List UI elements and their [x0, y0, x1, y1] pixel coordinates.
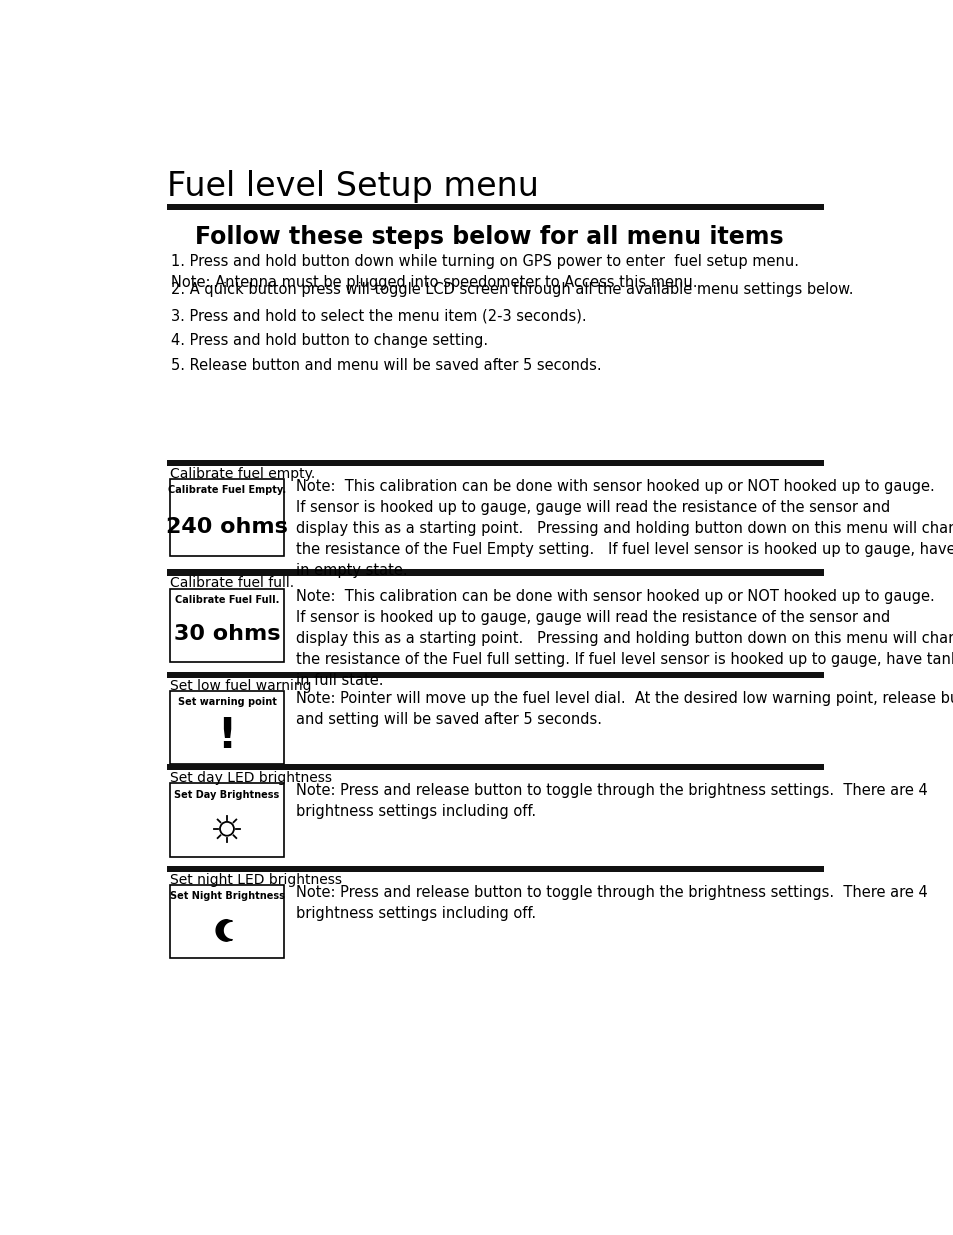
Text: Calibrate fuel empty.: Calibrate fuel empty. — [170, 467, 314, 480]
Text: 3. Press and hold to select the menu item (2-3 seconds).: 3. Press and hold to select the menu ite… — [171, 309, 586, 324]
Bar — [170, 885, 284, 958]
Text: Note: Press and release button to toggle through the brightness settings.  There: Note: Press and release button to toggle… — [295, 783, 926, 820]
Bar — [167, 672, 823, 678]
Text: 1. Press and hold button down while turning on GPS power to enter  fuel setup me: 1. Press and hold button down while turn… — [171, 254, 799, 290]
Text: Calibrate Fuel Empty.: Calibrate Fuel Empty. — [168, 485, 286, 495]
Text: Note:  This calibration can be done with sensor hooked up or NOT hooked up to ga: Note: This calibration can be done with … — [295, 589, 953, 688]
Text: Set Day Brightness: Set Day Brightness — [174, 789, 279, 799]
Text: 30 ohms: 30 ohms — [173, 624, 280, 643]
Text: Fuel level Setup menu: Fuel level Setup menu — [167, 169, 538, 203]
Bar — [170, 479, 284, 556]
Text: 240 ohms: 240 ohms — [166, 517, 288, 537]
Text: Calibrate Fuel Full.: Calibrate Fuel Full. — [174, 595, 279, 605]
Bar — [167, 461, 823, 466]
Text: 2. A quick button press will toggle LCD screen through all the available menu se: 2. A quick button press will toggle LCD … — [171, 282, 853, 298]
Text: Set Night Brightness: Set Night Brightness — [170, 892, 284, 902]
Text: 5. Release button and menu will be saved after 5 seconds.: 5. Release button and menu will be saved… — [171, 358, 601, 373]
Bar — [167, 204, 823, 210]
Bar — [170, 692, 284, 764]
Bar — [167, 866, 823, 872]
Text: Note: Pointer will move up the fuel level dial.  At the desired low warning poin: Note: Pointer will move up the fuel leve… — [295, 692, 953, 727]
Text: Set warning point: Set warning point — [177, 698, 276, 708]
Bar — [170, 589, 284, 662]
Text: !: ! — [217, 715, 236, 757]
Text: 4. Press and hold button to change setting.: 4. Press and hold button to change setti… — [171, 333, 488, 348]
Text: Follow these steps below for all menu items: Follow these steps below for all menu it… — [194, 225, 782, 249]
Bar — [170, 783, 284, 857]
Bar — [167, 569, 823, 576]
Text: Set day LED brightness: Set day LED brightness — [170, 771, 332, 785]
Text: Note:  This calibration can be done with sensor hooked up or NOT hooked up to ga: Note: This calibration can be done with … — [295, 479, 953, 578]
Polygon shape — [216, 920, 233, 941]
Text: Set night LED brightness: Set night LED brightness — [170, 873, 341, 887]
Text: Set low fuel warning: Set low fuel warning — [170, 679, 311, 693]
Text: Note: Press and release button to toggle through the brightness settings.  There: Note: Press and release button to toggle… — [295, 885, 926, 921]
Bar — [167, 764, 823, 771]
Text: Calibrate fuel full.: Calibrate fuel full. — [170, 577, 294, 590]
